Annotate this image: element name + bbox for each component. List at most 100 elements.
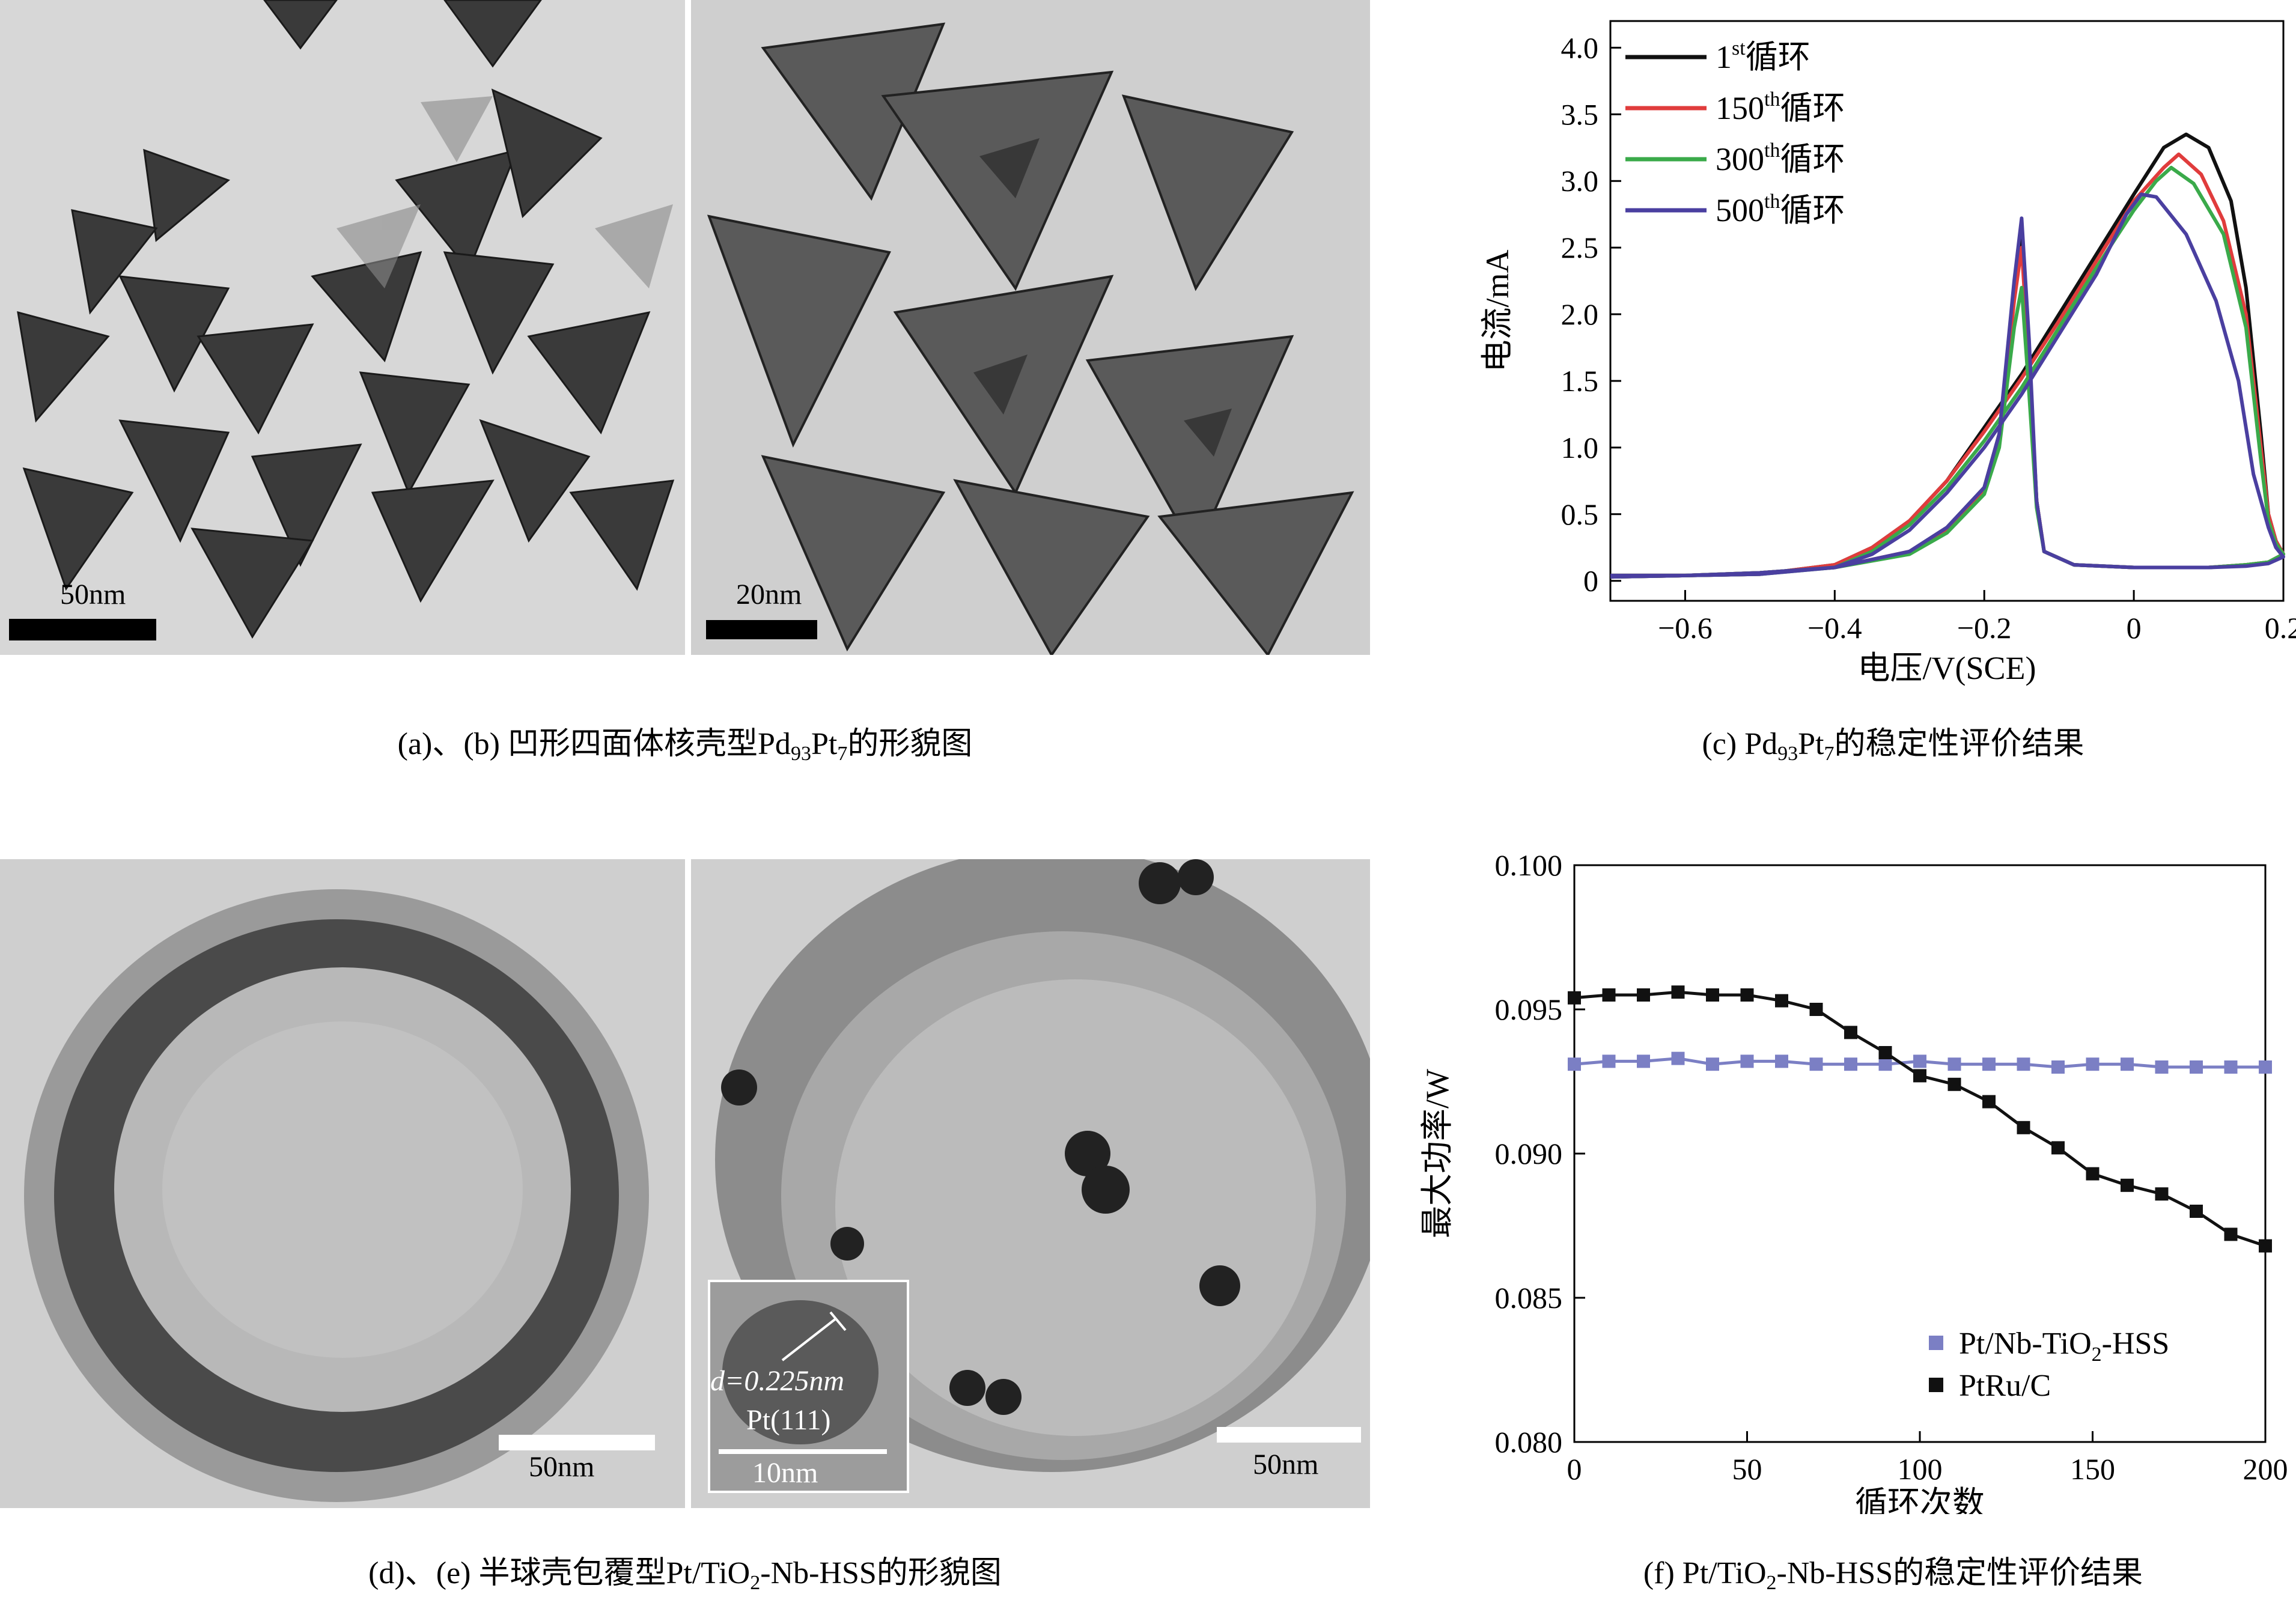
chart-f-data-point <box>2224 1227 2238 1241</box>
chart-f-data-point <box>1671 985 1685 999</box>
chart-f-data-point <box>2086 1057 2100 1071</box>
chart-c-legend-label: 150th循环 <box>1716 88 1845 126</box>
chart-c-ytick-label: 4.0 <box>1561 31 1599 64</box>
chart-f-data-point <box>2086 1167 2100 1181</box>
panel-e-scale-label: 50nm <box>1253 1449 1319 1480</box>
chart-c-cyclic-voltammetry: 0 0.5 1.0 1.5 2.0 2.5 3.0 3.5 4.0 −0.6 −0.4 −0.2 0 0.… <box>1479 20 2296 686</box>
chart-f-ytick-label: 0.100 <box>1495 848 1563 882</box>
chart-c-legend-label: 1st循环 <box>1716 37 1810 75</box>
chart-c-xtick-label: −0.4 <box>1807 611 1862 645</box>
chart-c-series-line <box>1610 152 2285 579</box>
panel-b-tem-image <box>691 0 1370 655</box>
chart-f-series-line <box>1574 990 2266 1247</box>
panel-d-hemisphere-illustration <box>0 859 685 1508</box>
chart-f-data-point <box>1775 994 1788 1008</box>
chart-f-data-point <box>2259 1239 2272 1253</box>
chart-c-ytick-label: 2.0 <box>1561 297 1599 331</box>
chart-f-legend-label: Pt/Nb-TiO2-HSS <box>1959 1327 2169 1366</box>
chart-f-xlabel: 循环次数 <box>1855 1485 1985 1514</box>
chart-f-data-point <box>1844 1057 1857 1071</box>
chart-f-data-point <box>1740 1054 1754 1068</box>
chart-f-xtick-label: 0 <box>1567 1452 1582 1486</box>
chart-f-xtick-label: 100 <box>1898 1452 1943 1486</box>
chart-c-xtick-label: −0.6 <box>1658 611 1713 645</box>
lattice-spacing-marker <box>781 1317 838 1361</box>
chart-c-series-line <box>1610 192 2285 579</box>
chart-f-data-point <box>1706 988 1719 1002</box>
panel-a-tetrahedra-illustration <box>0 0 685 655</box>
panel-e-inset-lattice <box>722 1300 879 1444</box>
chart-c-ytick-label: 0 <box>1583 564 1598 598</box>
caption-f: (f) Pt/TiO2-Nb-HSS的稳定性评价结果 <box>1643 1556 2143 1594</box>
chart-f-data-point <box>1740 988 1754 1002</box>
chart-f-data-point <box>1809 1003 1823 1016</box>
panel-a-scale-bar <box>9 619 156 640</box>
panel-e-inset: d=0.225nm Pt(111) 10nm <box>708 1280 909 1493</box>
chart-f-ylabel: 最大功率/W <box>1419 1069 1455 1238</box>
chart-f-data-point <box>1809 1057 1823 1071</box>
caption-de: (d)、(e) 半球壳包覆型Pt/TiO2-Nb-HSS的形貌图 <box>368 1556 1002 1594</box>
panel-b-tetrahedra-illustration <box>691 0 1370 655</box>
panel-d-scale-label: 50nm <box>529 1451 595 1483</box>
panel-b-scale-bar <box>706 620 817 639</box>
chart-f-data-point <box>1947 1077 1961 1091</box>
chart-f-legend-marker <box>1929 1378 1943 1392</box>
chart-f-data-point <box>2259 1060 2272 1074</box>
chart-f-data-point <box>1913 1054 1926 1068</box>
chart-f-max-power: 0.080 0.085 0.090 0.095 0.100 0 50 100 150 200 循环次… <box>1419 848 2288 1514</box>
chart-c-legend-label: 500th循环 <box>1716 190 1845 228</box>
chart-f-data-point <box>2155 1060 2169 1074</box>
chart-c-xtick-label: −0.2 <box>1957 611 2012 645</box>
chart-f-data-point <box>1947 1057 1961 1071</box>
panel-a-scale-label: 50nm <box>60 579 126 610</box>
chart-f-data-point <box>2017 1121 2030 1134</box>
panel-b-scale-label: 20nm <box>736 579 802 610</box>
chart-f-data-point <box>2224 1060 2238 1074</box>
caption-c: (c) Pd93Pt7的稳定性评价结果 <box>1702 727 2084 765</box>
chart-c-frame <box>1609 20 2285 602</box>
chart-f-data-point <box>1602 1054 1616 1068</box>
panel-d-tem-image <box>0 859 685 1508</box>
chart-c-xlabel: 电压/V(SCE) <box>1858 650 2036 686</box>
chart-f-data-point <box>1637 988 1650 1002</box>
chart-f-legend-marker <box>1929 1336 1943 1350</box>
chart-f-data-point <box>1706 1057 1719 1071</box>
chart-f-data-point <box>2121 1178 2134 1192</box>
chart-c-ylabel: 电流/mA <box>1479 249 1515 372</box>
chart-c-xtick-label: 0 <box>2127 611 2142 645</box>
chart-f-data-point <box>1844 1026 1857 1039</box>
chart-f-data-point <box>1878 1046 1892 1059</box>
chart-c-ytick-label: 1.5 <box>1561 364 1599 398</box>
chart-f-data-point <box>1982 1095 1996 1109</box>
panel-a-tem-image <box>0 0 685 655</box>
chart-c-ytick-label: 2.5 <box>1561 231 1599 264</box>
caption-ab: (a)、(b) 凹形四面体核壳型Pd93Pt7的形貌图 <box>397 727 973 765</box>
chart-f-xtick-label: 200 <box>2243 1452 2288 1486</box>
chart-f-legend-label: PtRu/C <box>1959 1369 2051 1403</box>
chart-f-data-point <box>1568 991 1581 1005</box>
chart-f-data-point <box>1568 1057 1581 1071</box>
chart-f-data-point <box>2155 1187 2169 1201</box>
panel-d-scale-bar <box>499 1435 655 1450</box>
chart-f-data-point <box>2190 1205 2203 1218</box>
chart-f-data-point <box>1602 988 1616 1002</box>
chart-f-data-point <box>2051 1060 2065 1074</box>
chart-f-data-point <box>1913 1069 1926 1083</box>
panel-e-scale-bar <box>1217 1427 1361 1443</box>
chart-f-data-point <box>1982 1057 1996 1071</box>
chart-f-data-point <box>1878 1057 1892 1071</box>
chart-c-ytick-label: 1.0 <box>1561 431 1599 464</box>
chart-f-data-point <box>2051 1141 2065 1155</box>
chart-c-ytick-label: 3.0 <box>1561 164 1599 198</box>
chart-f-xtick-label: 150 <box>2070 1452 2115 1486</box>
chart-f-data-point <box>1775 1054 1788 1068</box>
chart-c-legend-label: 300th循环 <box>1716 139 1845 177</box>
chart-f-data-point <box>2190 1060 2203 1074</box>
chart-f-ytick-label: 0.080 <box>1495 1425 1563 1459</box>
chart-f-xtick-label: 50 <box>1732 1452 1762 1486</box>
chart-f-data-point <box>1671 1051 1685 1065</box>
chart-f-data-point <box>1637 1054 1650 1068</box>
chart-c-ytick-label: 3.5 <box>1561 97 1599 131</box>
panel-e-inset-scale-label: 10nm <box>752 1457 818 1489</box>
chart-f-data-point <box>2121 1057 2134 1071</box>
